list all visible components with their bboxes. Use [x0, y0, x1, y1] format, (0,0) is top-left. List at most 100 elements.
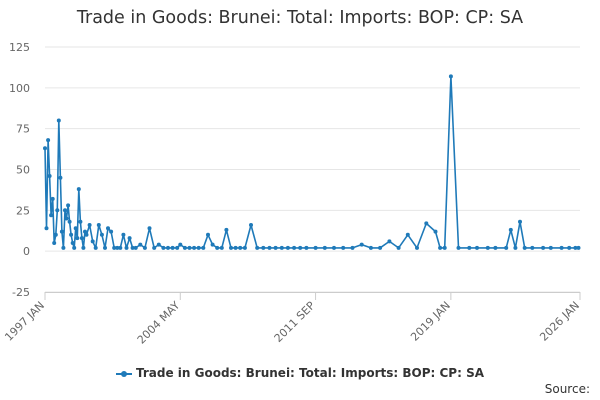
data-point — [133, 245, 138, 250]
legend-swatch-icon — [115, 370, 132, 377]
data-point — [424, 221, 429, 226]
data-point — [81, 245, 86, 250]
y-tick-label: 125 — [9, 41, 30, 54]
data-point — [130, 245, 135, 250]
data-point — [178, 242, 183, 247]
x-tick-label: 2026 JAN — [537, 299, 582, 344]
data-point — [350, 245, 355, 250]
data-point — [513, 245, 518, 250]
data-point — [166, 245, 170, 250]
data-point — [485, 245, 490, 250]
data-point — [118, 245, 123, 250]
data-point — [152, 245, 157, 250]
data-point — [109, 229, 114, 234]
data-point — [548, 245, 553, 250]
data-point — [50, 196, 55, 201]
data-point — [73, 226, 78, 231]
data-point — [170, 245, 175, 250]
data-point — [224, 227, 229, 232]
data-point — [69, 232, 74, 237]
data-point — [175, 245, 180, 250]
x-axis: 1997 JAN 2004 MAY 2011 SEP 2019 JAN 2026 JAN — [2, 292, 582, 347]
data-point — [467, 245, 472, 250]
data-point — [66, 203, 71, 208]
data-point — [322, 245, 327, 250]
data-point — [215, 245, 220, 250]
data-point — [46, 138, 51, 143]
data-point — [261, 245, 266, 250]
data-point — [78, 219, 83, 224]
data-point — [210, 242, 215, 247]
data-point — [196, 245, 201, 250]
data-point — [103, 245, 107, 250]
data-point — [55, 208, 60, 213]
y-tick-label: 0 — [23, 245, 30, 258]
data-point — [267, 245, 272, 250]
data-point — [106, 226, 110, 231]
data-point — [201, 245, 206, 250]
data-point — [70, 241, 75, 245]
data-point — [493, 245, 498, 250]
y-tick-label: 100 — [9, 82, 30, 95]
data-point — [76, 187, 81, 192]
data-point — [442, 245, 447, 250]
data-point — [508, 227, 513, 232]
data-point — [448, 74, 453, 79]
data-point — [142, 245, 147, 250]
data-point — [47, 174, 52, 178]
data-point — [79, 236, 84, 241]
data-point — [279, 245, 284, 250]
data-point — [64, 216, 69, 221]
y-axis-tick-labels: -25 0 25 50 75 100 125 — [9, 41, 30, 299]
y-tick-label: 50 — [16, 164, 30, 177]
data-point — [559, 245, 564, 250]
data-point — [112, 245, 117, 250]
chart-title: Trade in Goods: Brunei: Total: Imports: … — [76, 8, 524, 28]
data-point — [456, 245, 461, 250]
data-point — [192, 245, 197, 250]
data-point — [285, 245, 290, 250]
y-tick-label: 75 — [16, 123, 30, 136]
data-point — [61, 245, 66, 250]
data-series — [43, 74, 581, 250]
data-point — [52, 241, 57, 245]
y-tick-label: -25 — [12, 286, 30, 299]
data-point — [121, 232, 126, 237]
x-tick-label: 1997 JAN — [2, 299, 47, 344]
data-point — [238, 245, 243, 250]
data-point — [75, 236, 80, 241]
data-point — [304, 245, 309, 250]
data-point — [59, 229, 64, 234]
data-point — [368, 245, 373, 250]
data-point — [313, 245, 318, 250]
data-point — [124, 245, 129, 250]
data-point — [433, 229, 438, 234]
data-point — [567, 245, 572, 250]
data-point — [242, 245, 247, 250]
data-point — [573, 245, 578, 250]
data-point — [187, 245, 192, 250]
data-point — [182, 245, 187, 250]
data-point — [206, 232, 210, 237]
data-point — [56, 118, 61, 123]
data-point — [147, 226, 152, 231]
data-point — [475, 245, 479, 250]
data-point — [83, 229, 87, 234]
data-point — [96, 223, 101, 227]
data-point — [541, 245, 546, 250]
data-point — [396, 245, 401, 250]
data-point — [63, 208, 67, 213]
data-point — [273, 245, 278, 250]
legend[interactable]: Trade in Goods: Brunei: Total: Imports: … — [0, 366, 600, 380]
data-point — [67, 219, 72, 224]
data-point — [44, 226, 49, 231]
data-point — [233, 245, 238, 250]
data-point — [249, 223, 253, 227]
x-tick-label: 2019 JAN — [408, 299, 453, 344]
data-point — [53, 232, 58, 237]
data-point — [522, 245, 527, 250]
data-point — [255, 245, 260, 250]
source-link[interactable]: Source: — [544, 382, 590, 396]
data-point — [438, 245, 443, 250]
data-point — [518, 219, 522, 224]
